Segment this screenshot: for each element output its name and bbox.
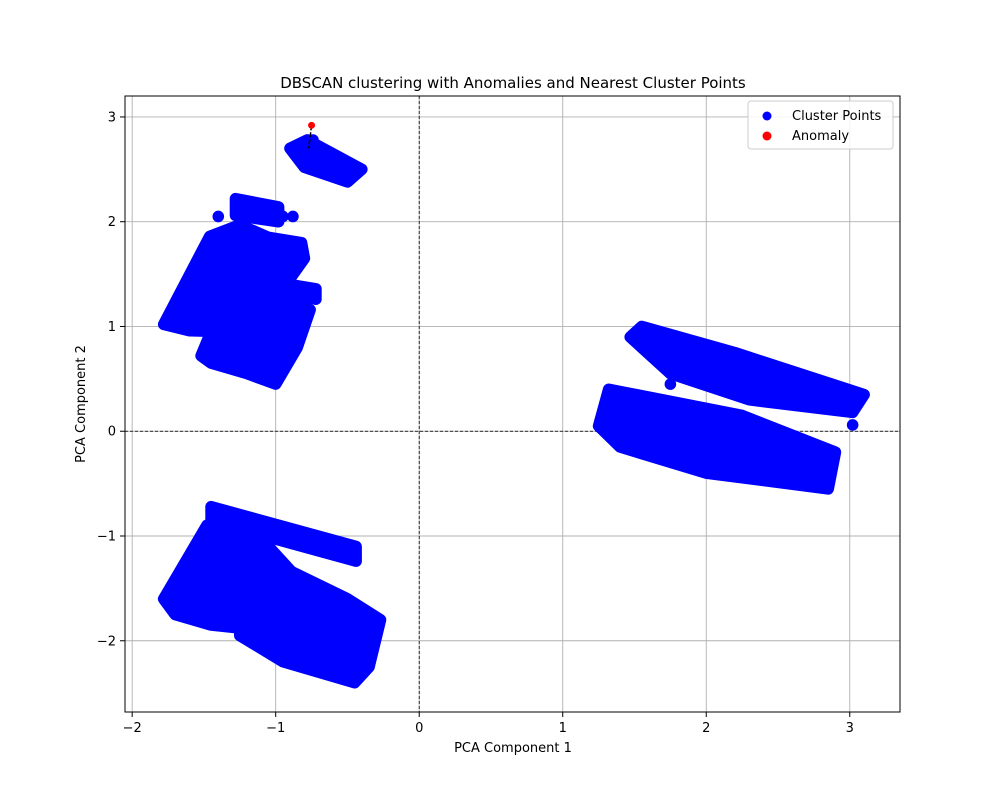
cluster-region-2 xyxy=(284,278,322,306)
legend-label-anomaly: Anomaly xyxy=(792,129,849,144)
cluster-region-9 xyxy=(624,320,870,419)
cluster-point-0 xyxy=(212,210,225,223)
x-tick-label-4: 2 xyxy=(702,721,710,736)
x-tick-label-0: −2 xyxy=(123,721,142,736)
plot-frame xyxy=(124,95,901,713)
cluster-region-8 xyxy=(592,383,842,495)
cluster-point-9 xyxy=(358,619,371,631)
y-axis-ticks: −2 −1 0 1 2 3 xyxy=(97,110,125,649)
cluster-point-3 xyxy=(846,419,859,431)
cluster-point-7 xyxy=(664,378,677,390)
x-axis-label: PCA Component 1 xyxy=(454,741,572,756)
x-axis-ticks: −2 −1 0 1 2 3 xyxy=(123,712,854,736)
cluster-point-8 xyxy=(779,388,791,401)
nearest-link-0 xyxy=(307,125,313,149)
x-tick-label-1: −1 xyxy=(266,721,285,736)
legend-box xyxy=(747,100,894,150)
cluster-point-2 xyxy=(277,210,289,223)
y-tick-label-4: 2 xyxy=(108,215,116,230)
cluster-region-1 xyxy=(195,294,316,390)
legend-marker-anomaly xyxy=(762,131,772,141)
x-tick-label-5: 3 xyxy=(846,721,854,736)
nearest-links xyxy=(307,125,313,149)
cluster-region-6 xyxy=(205,500,362,567)
cluster-region-3 xyxy=(229,192,285,228)
x-tick-label-2: 0 xyxy=(415,721,423,736)
legend-label-cluster: Cluster Points xyxy=(792,109,882,124)
anomaly-points xyxy=(308,121,316,129)
y-tick-label-0: −2 xyxy=(97,634,116,649)
cluster-region-7 xyxy=(234,551,387,689)
y-tick-label-3: 1 xyxy=(108,320,116,335)
y-tick-label-2: 0 xyxy=(108,425,116,440)
legend-marker-cluster xyxy=(762,111,772,121)
x-tick-label-3: 1 xyxy=(559,721,567,736)
anomaly-point-0 xyxy=(308,121,316,129)
cluster-points xyxy=(157,134,870,689)
y-axis-label: PCA Component 2 xyxy=(74,345,89,463)
cluster-point-1 xyxy=(287,210,299,223)
cluster-point-6 xyxy=(628,333,641,345)
y-tick-label-5: 3 xyxy=(108,110,116,125)
chart-title: DBSCAN clustering with Anomalies and Nea… xyxy=(280,74,746,92)
y-tick-label-1: −1 xyxy=(97,530,116,545)
legend: Cluster Points Anomaly xyxy=(747,100,894,150)
